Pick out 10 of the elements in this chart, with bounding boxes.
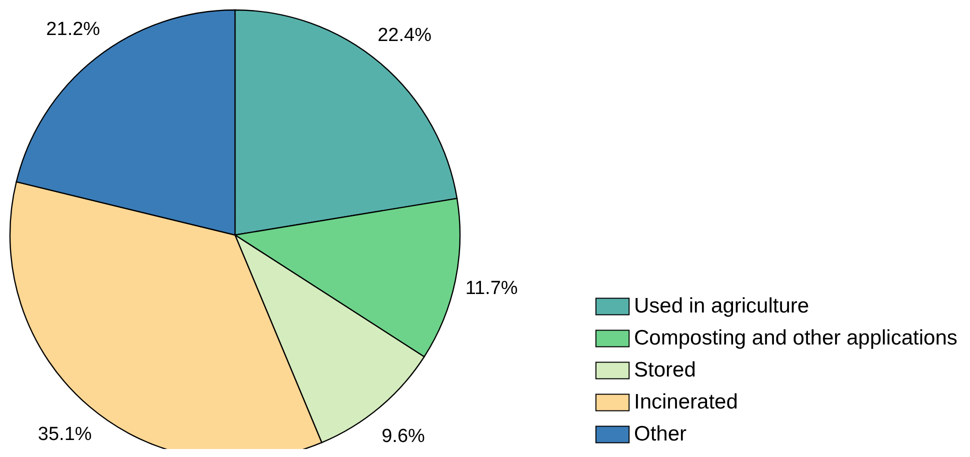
data-label: 11.7% [465, 278, 518, 300]
legend-label: Used in agriculture [634, 294, 810, 318]
data-label: 35.1% [38, 424, 92, 446]
legend-label: Incinerated [634, 390, 738, 414]
data-label: 9.6% [382, 426, 426, 447]
legend-label: Stored [634, 358, 696, 382]
legend-label: Other [634, 422, 687, 446]
data-label: 21.2% [46, 18, 100, 40]
legend-label: Composting and other applications [634, 326, 958, 350]
data-label: 22.4% [378, 25, 432, 46]
